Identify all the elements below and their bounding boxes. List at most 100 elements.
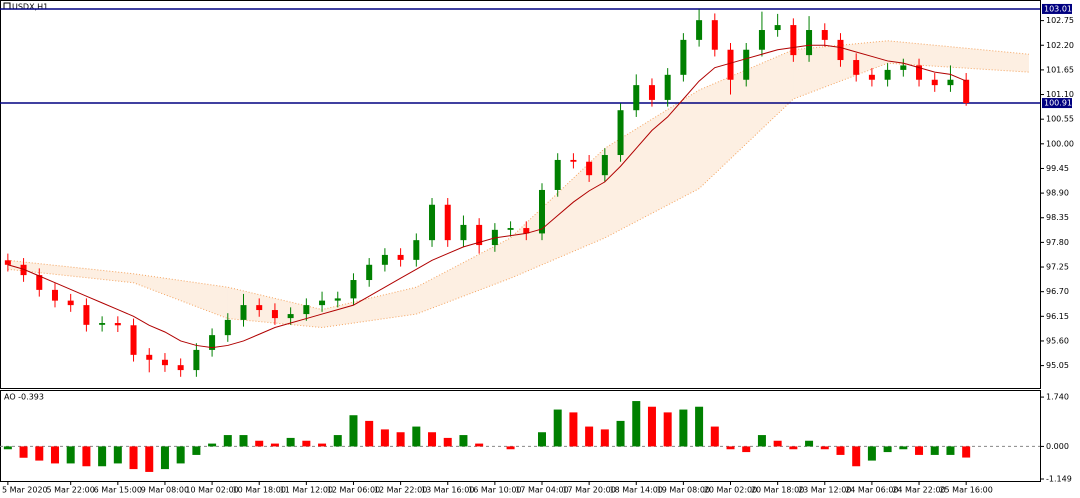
cloud-segment bbox=[7, 260, 134, 283]
ao-bar bbox=[82, 446, 91, 467]
ao-bar bbox=[506, 446, 515, 450]
cloud-segment bbox=[604, 90, 700, 238]
x-tick-label: 20 Mar 18:00 bbox=[751, 486, 804, 495]
ao-bar bbox=[129, 446, 138, 470]
candle-body bbox=[287, 314, 294, 319]
ao-bar bbox=[3, 446, 12, 450]
y-tick-label: 96.70 bbox=[1046, 287, 1069, 296]
candle-body bbox=[334, 298, 341, 301]
candle-body bbox=[837, 39, 844, 61]
x-tick-label: 10 Mar 02:00 bbox=[185, 486, 238, 495]
ao-bar bbox=[412, 426, 421, 447]
y-tick-label: 98.90 bbox=[1046, 189, 1069, 198]
moving-average bbox=[7, 44, 967, 349]
candle-body bbox=[916, 65, 923, 80]
candle-body bbox=[271, 310, 278, 319]
candle-body bbox=[648, 85, 655, 100]
candle-body bbox=[727, 49, 734, 80]
ao-bar bbox=[98, 446, 107, 467]
candle-body bbox=[633, 85, 640, 111]
candle-body bbox=[696, 20, 703, 40]
ao-bar bbox=[883, 446, 892, 453]
ao-bar bbox=[396, 432, 405, 447]
y-tick-label: 97.80 bbox=[1046, 238, 1069, 247]
x-tick-label: 18 Mar 14:00 bbox=[610, 486, 663, 495]
candle-body bbox=[397, 254, 404, 260]
ao-bar bbox=[899, 446, 908, 450]
candle-body bbox=[538, 189, 545, 234]
candle-body bbox=[790, 25, 797, 56]
x-tick-label: 17 Mar 20:00 bbox=[562, 486, 615, 495]
candle-body bbox=[947, 79, 954, 86]
ao-bar bbox=[820, 446, 829, 450]
x-tick-label: 19 Mar 08:00 bbox=[657, 486, 710, 495]
ao-bar bbox=[160, 446, 169, 470]
ao-bar bbox=[66, 446, 75, 464]
symbol-icon bbox=[3, 2, 11, 10]
ao-bar bbox=[223, 435, 232, 447]
candle-body bbox=[758, 30, 765, 50]
ao-bar bbox=[616, 420, 625, 447]
price-label: 100.91 bbox=[1044, 99, 1072, 108]
ao-bar bbox=[789, 446, 798, 450]
ao-bar bbox=[145, 446, 154, 472]
candle-body bbox=[99, 323, 106, 325]
candle-body bbox=[868, 74, 875, 80]
ao-bar bbox=[286, 437, 295, 447]
main-pane bbox=[0, 0, 1041, 389]
ao-bar bbox=[113, 446, 122, 464]
ao-bar bbox=[318, 443, 327, 447]
y-tick-label: 100.00 bbox=[1046, 139, 1074, 148]
candle-body bbox=[570, 159, 577, 162]
ao-bar bbox=[365, 420, 374, 447]
price-label: 103.01 bbox=[1044, 4, 1072, 13]
candle-body bbox=[83, 305, 90, 325]
candle-body bbox=[224, 319, 231, 336]
ao-bar bbox=[428, 432, 437, 447]
x-tick-label: 20 Mar 02:00 bbox=[704, 486, 757, 495]
candle-body bbox=[4, 260, 11, 265]
ao-bar bbox=[176, 446, 185, 464]
y-tick-label: 101.10 bbox=[1046, 90, 1074, 99]
ao-bar bbox=[695, 406, 704, 447]
x-tick-label: 12 Mar 22:00 bbox=[374, 486, 427, 495]
ao-bar bbox=[50, 446, 59, 464]
candle-body bbox=[146, 354, 153, 360]
cloud-segment bbox=[416, 237, 511, 315]
candle-body bbox=[554, 159, 561, 190]
ao-bar bbox=[459, 435, 468, 447]
x-tick-label: 12 Mar 06:00 bbox=[327, 486, 380, 495]
ao-bar bbox=[742, 446, 751, 453]
ao-bar bbox=[349, 415, 358, 447]
candle-body bbox=[36, 275, 43, 290]
ao-bar bbox=[239, 435, 248, 447]
candle-body bbox=[303, 305, 310, 315]
y-tick-label: 95.60 bbox=[1046, 336, 1069, 345]
candle-body bbox=[523, 228, 530, 234]
x-tick-label: 23 Mar 12:00 bbox=[798, 486, 851, 495]
ao-bar bbox=[946, 446, 955, 455]
x-tick-label: 5 Mar 2020 bbox=[2, 486, 48, 495]
ao-bar bbox=[255, 440, 264, 447]
candle-body bbox=[161, 359, 168, 366]
candle-body bbox=[884, 69, 891, 80]
ao-bar bbox=[475, 443, 484, 447]
x-tick-label: 16 Mar 10:00 bbox=[468, 486, 521, 495]
candle-body bbox=[240, 305, 247, 320]
y-tick-label: 100.55 bbox=[1046, 115, 1074, 124]
x-tick-label: 13 Mar 16:00 bbox=[421, 486, 474, 495]
ao-bar bbox=[836, 446, 845, 455]
ao-bar bbox=[19, 446, 28, 458]
candle-body bbox=[256, 305, 263, 311]
ao-bar bbox=[632, 401, 641, 447]
y-tick-label: 97.25 bbox=[1046, 263, 1069, 272]
candle-body bbox=[774, 25, 781, 31]
ao-bar bbox=[663, 412, 672, 447]
ao-bar bbox=[443, 437, 452, 447]
candle-body bbox=[130, 325, 137, 355]
x-tick-label: 6 Mar 15:00 bbox=[94, 486, 142, 495]
candle-body bbox=[806, 30, 813, 56]
x-tick-label: 9 Mar 08:00 bbox=[141, 486, 189, 495]
candle-body bbox=[429, 204, 436, 241]
